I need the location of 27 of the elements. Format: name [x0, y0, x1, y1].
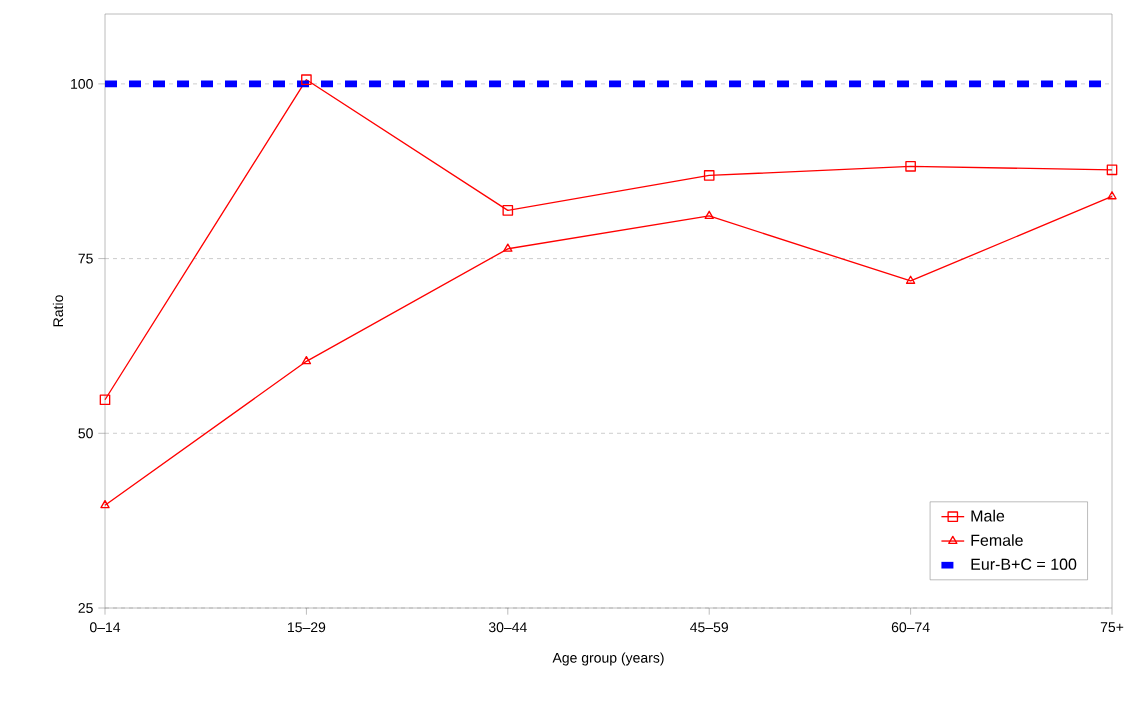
legend-label: Female	[971, 534, 1023, 546]
legend-label: Eur-B+C = 100	[971, 558, 1077, 570]
y-tick-label: 25	[78, 603, 93, 613]
x-tick-label: 0–14	[89, 622, 121, 633]
point	[703, 170, 715, 181]
point	[100, 499, 110, 509]
y-tick-label: 100	[71, 78, 93, 89]
y-axis-title: Ratio	[52, 295, 64, 327]
legend-label: Male	[971, 509, 1005, 522]
point	[301, 74, 312, 86]
x-axis-title: Age group (years)	[552, 652, 664, 666]
point	[1106, 164, 1118, 176]
x-tick-label: 15–29	[288, 622, 326, 633]
x-tick-label: 60–74	[891, 622, 930, 633]
point	[905, 275, 916, 284]
point	[905, 161, 916, 172]
point	[1107, 191, 1117, 200]
y-tick-label: 50	[78, 428, 93, 439]
point	[99, 394, 111, 406]
x-tick-label: 75+	[1100, 622, 1124, 633]
x-tick-label: 30–44	[488, 622, 527, 633]
point	[301, 355, 312, 365]
point	[502, 205, 514, 216]
point	[704, 210, 714, 219]
point	[503, 243, 513, 252]
y-tick-label: 75	[78, 253, 93, 264]
x-tick-label: 45–59	[690, 622, 728, 633]
